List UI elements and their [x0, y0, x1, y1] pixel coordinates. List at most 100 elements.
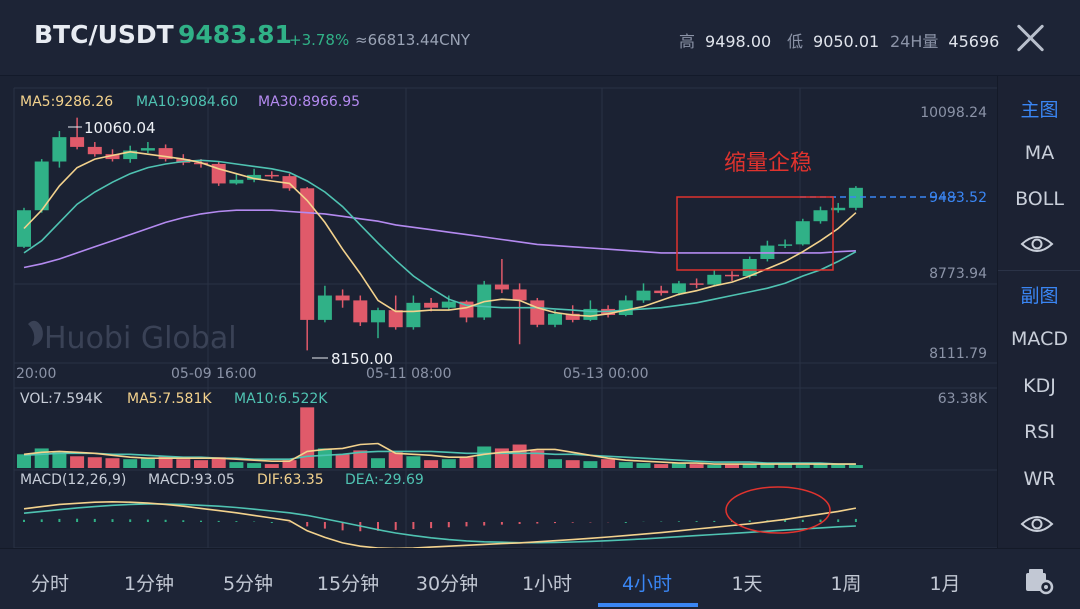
ma30-legend: MA30:8966.95 [258, 94, 360, 110]
volume-bar [671, 463, 686, 468]
tab-1day[interactable]: 1天 [731, 573, 763, 595]
indicator-wr[interactable]: WR [1023, 468, 1056, 490]
vol-ma10-line [23, 450, 856, 465]
annotation-ellipse [725, 486, 831, 534]
y-label-top: 10098.24 [920, 105, 987, 121]
volume-value: 45696 [948, 32, 1000, 51]
volume-bar [601, 459, 616, 468]
eye-icon[interactable] [1020, 513, 1054, 535]
indicator-macd[interactable]: MACD [1011, 328, 1068, 350]
volume-bar [70, 456, 85, 468]
candle-body [725, 274, 739, 277]
close-icon[interactable] [1013, 20, 1049, 56]
candle-body [671, 283, 686, 294]
tab-1min[interactable]: 1分钟 [123, 573, 175, 595]
vol-max-label: 63.38K [938, 391, 988, 407]
candle-body [140, 148, 155, 151]
annotation-box [676, 196, 834, 271]
volume-bar [123, 459, 138, 468]
candle-body [211, 163, 226, 184]
volume-bar [831, 464, 846, 468]
candle-body [371, 310, 385, 323]
volume-bar [813, 464, 828, 468]
tab-4hour[interactable]: 4小时 [621, 573, 673, 595]
candle-body [34, 161, 49, 211]
volume-bar [300, 407, 315, 468]
candle-body [565, 313, 580, 320]
ticker-header: BTC/USDT 9483.81 +3.78% ≈66813.44CNY 高 94… [0, 0, 1080, 76]
dea-value: DEA:-29.69 [345, 472, 424, 488]
candle-body [247, 174, 262, 180]
trading-pair: BTC/USDT [34, 20, 174, 49]
candle-body [848, 187, 863, 208]
volume-bar [512, 444, 527, 468]
volume-bar [725, 464, 739, 468]
candle-body [17, 210, 31, 247]
kline-chart[interactable]: Huobi Global MA5:9286.26 MA10:9084.60 MA… [0, 76, 997, 548]
candles [17, 117, 863, 351]
tab-15min[interactable]: 15分钟 [316, 573, 380, 595]
high-label: 高 [679, 32, 696, 51]
low-stat: 低 9050.01 [787, 28, 879, 52]
volume-bar [317, 448, 332, 468]
tab-30min[interactable]: 30分钟 [415, 573, 479, 595]
sidebar-divider [998, 270, 1080, 271]
vol-ma5-line [23, 442, 856, 465]
volume-bar [459, 457, 474, 468]
max-price-label: 10060.04 [84, 119, 156, 137]
candle-body [512, 289, 527, 301]
tab-1month[interactable]: 1月 [929, 573, 961, 595]
timeframe-tabs: 分时 1分钟 5分钟 15分钟 30分钟 1小时 4小时 1天 1周 1月 [0, 548, 1080, 609]
candle-body [831, 207, 846, 211]
volume-bar [87, 457, 102, 468]
candle-body [388, 310, 403, 328]
candle-body [636, 290, 651, 301]
tab-5min[interactable]: 5分钟 [222, 573, 274, 595]
candle-body [813, 210, 828, 222]
volume-bars [17, 407, 863, 468]
vol-ma5-legend: MA5:7.581K [127, 391, 212, 407]
eye-icon[interactable] [1020, 233, 1054, 255]
volume-bar [441, 459, 456, 468]
low-label: 低 [787, 32, 804, 51]
volume-bar [353, 450, 368, 468]
volume-bar [194, 460, 208, 468]
indicator-rsi[interactable]: RSI [1024, 421, 1055, 443]
sub-chart-section: 副图 [1020, 285, 1059, 307]
candle-body [158, 148, 173, 160]
candle-body [618, 300, 633, 316]
candle-body [335, 295, 350, 301]
candle-body [282, 176, 297, 189]
tab-1hour[interactable]: 1小时 [521, 573, 573, 595]
volume-bar [335, 454, 350, 468]
volume-bar [636, 463, 651, 468]
annotation-text: 缩量企稳 [724, 151, 812, 176]
volume-bar [742, 464, 757, 468]
ma5-legend: MA5:9286.26 [20, 94, 113, 110]
candle-body [689, 283, 704, 285]
macd-title: MACD(12,26,9) [20, 472, 126, 488]
candle-body [229, 179, 244, 184]
candle-body [707, 274, 722, 285]
candle-body [778, 244, 793, 246]
change-percent: +3.78% [289, 31, 350, 49]
chart-settings-icon[interactable] [1024, 567, 1054, 595]
x-label-1: 05-09 16:00 [171, 366, 256, 382]
indicator-ma[interactable]: MA [1024, 142, 1055, 164]
tab-1week[interactable]: 1周 [830, 573, 862, 595]
indicator-boll[interactable]: BOLL [1015, 188, 1064, 210]
indicator-kdj[interactable]: KDJ [1023, 375, 1056, 397]
active-tab-indicator [598, 603, 698, 607]
ma5-line [23, 150, 857, 318]
cny-price: ≈66813.44CNY [355, 31, 470, 49]
volume-bar [140, 458, 155, 468]
volume-bar [105, 458, 120, 468]
candle-body [264, 174, 279, 177]
ma-lines [23, 150, 857, 318]
volume-bar [565, 460, 580, 468]
chart-grid [13, 87, 997, 548]
candle-body [317, 295, 332, 320]
tab-timeshare[interactable]: 分时 [30, 573, 69, 595]
candle-body [424, 302, 439, 308]
volume-bar [371, 458, 385, 468]
